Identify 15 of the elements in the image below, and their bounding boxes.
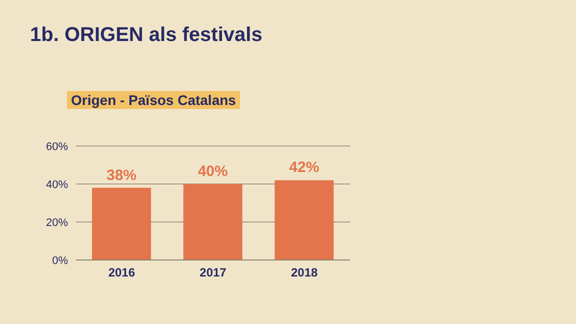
chart-title: 1b. ORIGEN als festivals (30, 24, 262, 47)
bar (183, 184, 242, 260)
x-tick-label: 2017 (200, 266, 227, 280)
y-tick-label: 0% (52, 254, 68, 267)
bar (274, 180, 334, 260)
x-tick-label: 2018 (290, 266, 318, 280)
bar (92, 188, 151, 260)
y-tick-label: 60% (46, 140, 68, 153)
x-tick-label: 2016 (108, 266, 136, 280)
data-label: 40% (198, 163, 228, 180)
y-tick-label: 20% (46, 216, 68, 229)
chart-subtitle: Origen - Països Catalans (67, 91, 240, 109)
data-label: 38% (106, 166, 137, 184)
data-label: 42% (289, 159, 320, 176)
y-tick-label: 40% (46, 178, 68, 191)
